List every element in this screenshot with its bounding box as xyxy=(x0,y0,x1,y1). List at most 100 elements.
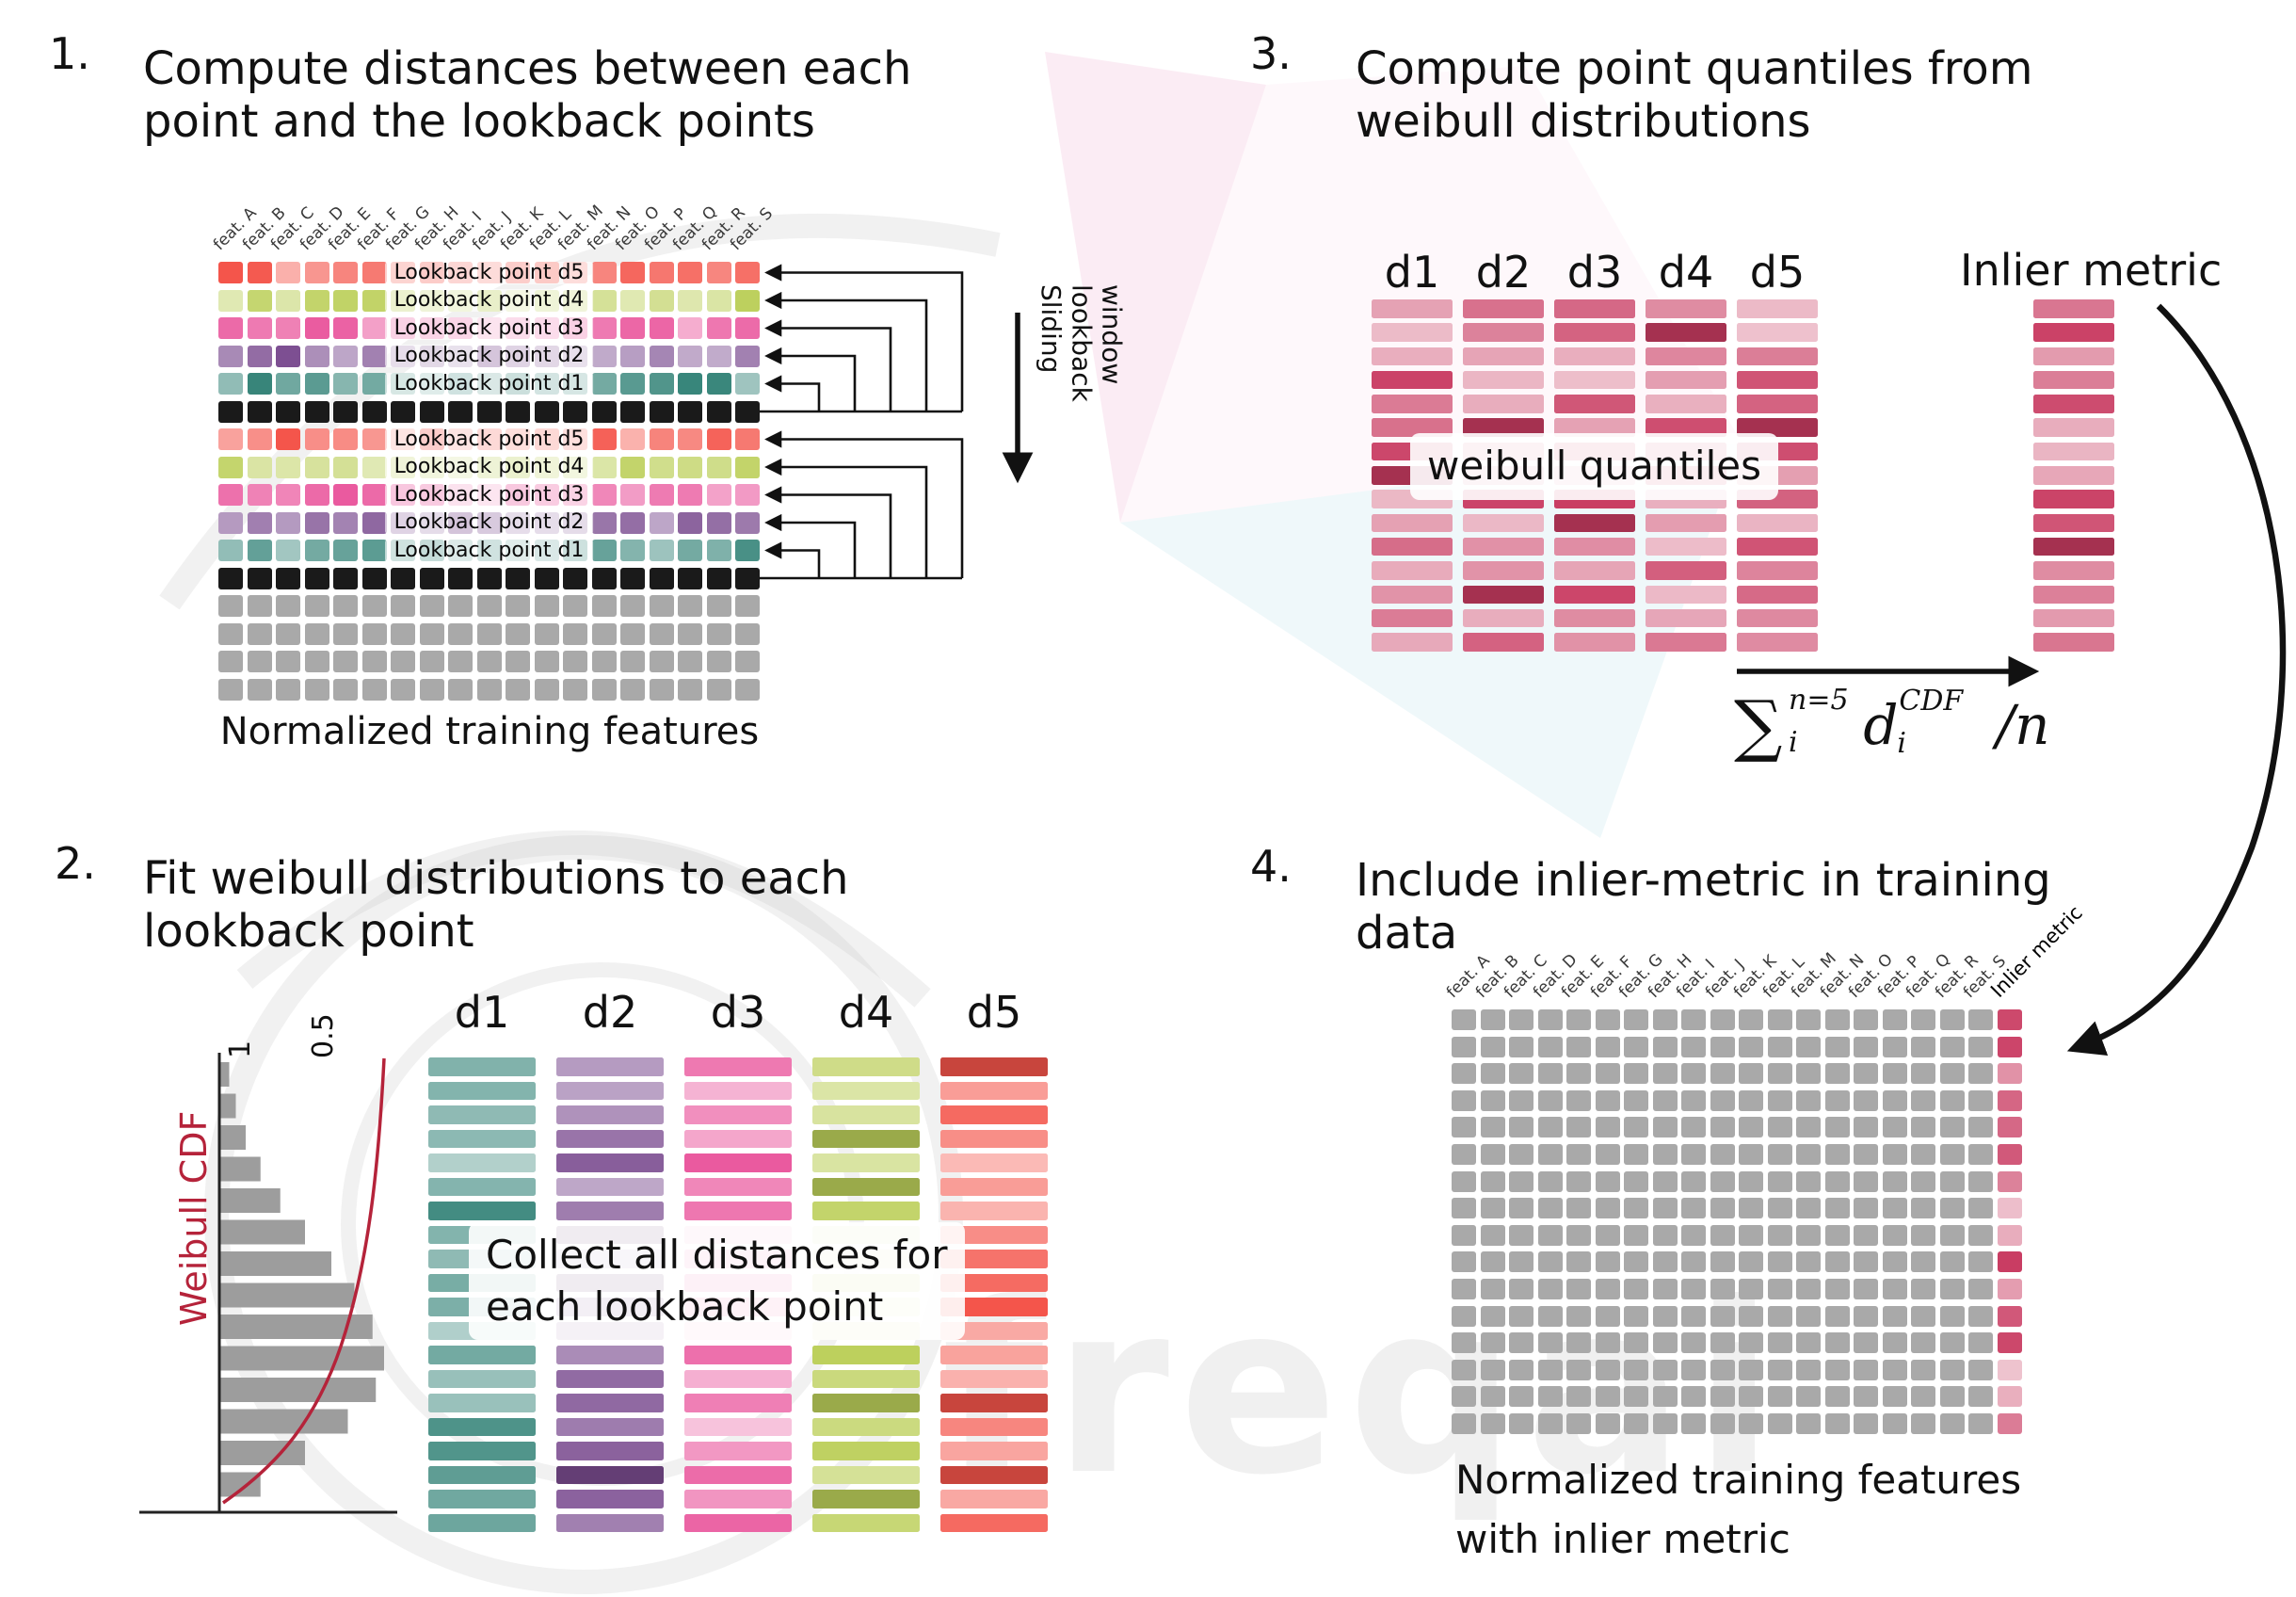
feature-cell xyxy=(1681,1198,1706,1219)
feature-cell xyxy=(276,678,300,701)
feature-cell xyxy=(1509,1089,1533,1111)
feature-cell xyxy=(218,289,243,312)
distance-bar xyxy=(940,1250,1048,1268)
feature-cell xyxy=(1681,1412,1706,1434)
distance-bar xyxy=(556,1081,664,1100)
step2-number: 2. xyxy=(55,838,96,889)
current-point-cell xyxy=(735,567,760,589)
feature-cell xyxy=(1767,1224,1792,1246)
feature-cell xyxy=(218,651,243,672)
feature-cell xyxy=(1624,1036,1648,1057)
quantile-bar xyxy=(1646,561,1726,580)
weibull-hist-bar xyxy=(219,1062,230,1087)
feature-cell xyxy=(1968,1089,1993,1111)
quantile-bar xyxy=(1554,299,1635,318)
feature-cell xyxy=(649,511,674,534)
current-point-cell xyxy=(247,400,272,423)
current-point-cell xyxy=(591,400,617,423)
distance-bar xyxy=(428,1105,536,1124)
feature-cell xyxy=(1767,1412,1792,1434)
inlier-cell xyxy=(1997,1412,2022,1434)
inlier-cell xyxy=(1997,1332,2022,1354)
feature-cell xyxy=(1509,1036,1533,1057)
feature-cell xyxy=(1739,1305,1763,1327)
distance-bar xyxy=(684,1369,792,1388)
feature-cell xyxy=(1739,1036,1763,1057)
feature-cell xyxy=(1509,1332,1533,1354)
feature-cell xyxy=(1624,1170,1648,1192)
quantile-bar xyxy=(1554,347,1635,366)
feature-cell xyxy=(735,540,760,561)
feature-cell xyxy=(361,262,387,283)
quantile-bar xyxy=(1737,585,1818,605)
feature-cell xyxy=(1882,1063,1907,1085)
feature-cell xyxy=(304,262,329,283)
feature-cell xyxy=(506,678,530,701)
feature-cell xyxy=(1824,1117,1850,1138)
feature-cell xyxy=(1767,1305,1792,1327)
feature-cell xyxy=(1710,1278,1735,1299)
feature-cell xyxy=(1710,1143,1735,1165)
feature-cell xyxy=(678,428,702,450)
feature-cell xyxy=(620,262,645,283)
feature-cell xyxy=(1652,1089,1678,1111)
distance-column-d5 xyxy=(940,1057,1048,1532)
distance-bar xyxy=(428,1129,536,1148)
feature-cell xyxy=(1509,1412,1533,1434)
feature-cell xyxy=(1854,1117,1878,1138)
quantile-bar xyxy=(1463,585,1544,605)
feature-cell xyxy=(1854,1063,1878,1085)
distance-bar xyxy=(940,1321,1048,1340)
feature-cell xyxy=(1824,1332,1850,1354)
feature-cell xyxy=(1911,1305,1935,1327)
feature-cell xyxy=(1595,1278,1620,1299)
distance-bar xyxy=(428,1153,536,1172)
feature-cell xyxy=(1537,1198,1563,1219)
current-point-cell xyxy=(419,400,444,423)
distance-bar xyxy=(684,1346,792,1364)
column-label-d5: d5 xyxy=(1749,247,1806,298)
feature-cell xyxy=(1480,1278,1505,1299)
feature-cell xyxy=(678,678,702,701)
feature-cell xyxy=(735,428,760,450)
distance-bar xyxy=(812,1129,920,1148)
distance-bar xyxy=(556,1369,664,1388)
quantile-bar xyxy=(1737,608,1818,628)
quantile-bar xyxy=(1737,370,1818,390)
distance-bar xyxy=(428,1081,536,1100)
distance-bar xyxy=(428,1417,536,1436)
feature-cell xyxy=(1911,1251,1935,1273)
quantile-bar xyxy=(1372,633,1453,652)
current-point-cell xyxy=(620,567,645,589)
feature-cell xyxy=(1652,1412,1678,1434)
feature-cell xyxy=(1509,1278,1533,1299)
weibull-hist-bar xyxy=(219,1125,246,1150)
quantile-column-d5 xyxy=(1737,299,1818,652)
feature-cell xyxy=(1854,1359,1878,1380)
feature-cell xyxy=(247,428,272,450)
feature-cell xyxy=(1566,1089,1591,1111)
feature-cell xyxy=(735,289,760,312)
feature-cell xyxy=(1824,1386,1850,1408)
feature-cell xyxy=(735,595,760,617)
feature-cell xyxy=(419,678,444,701)
distance-bar xyxy=(684,1057,792,1076)
feature-cell xyxy=(1796,1036,1821,1057)
feature-cell xyxy=(1452,1412,1476,1434)
feature-cell xyxy=(506,622,530,645)
distance-bar xyxy=(940,1129,1048,1148)
inlier-cell xyxy=(1997,1036,2022,1057)
feature-cell xyxy=(649,317,674,339)
quantile-bar xyxy=(1372,608,1453,628)
feature-cell xyxy=(678,540,702,561)
feature-cell xyxy=(1767,1251,1792,1273)
feature-cell xyxy=(1595,1332,1620,1354)
feature-cell xyxy=(247,289,272,312)
quantile-column-d1 xyxy=(1372,299,1453,652)
quantile-bar xyxy=(1554,418,1635,437)
distance-bar xyxy=(556,1465,664,1484)
feature-cell xyxy=(735,373,760,395)
feature-cell xyxy=(276,289,300,312)
feature-cell xyxy=(1537,1143,1563,1165)
feature-cell xyxy=(620,622,645,645)
